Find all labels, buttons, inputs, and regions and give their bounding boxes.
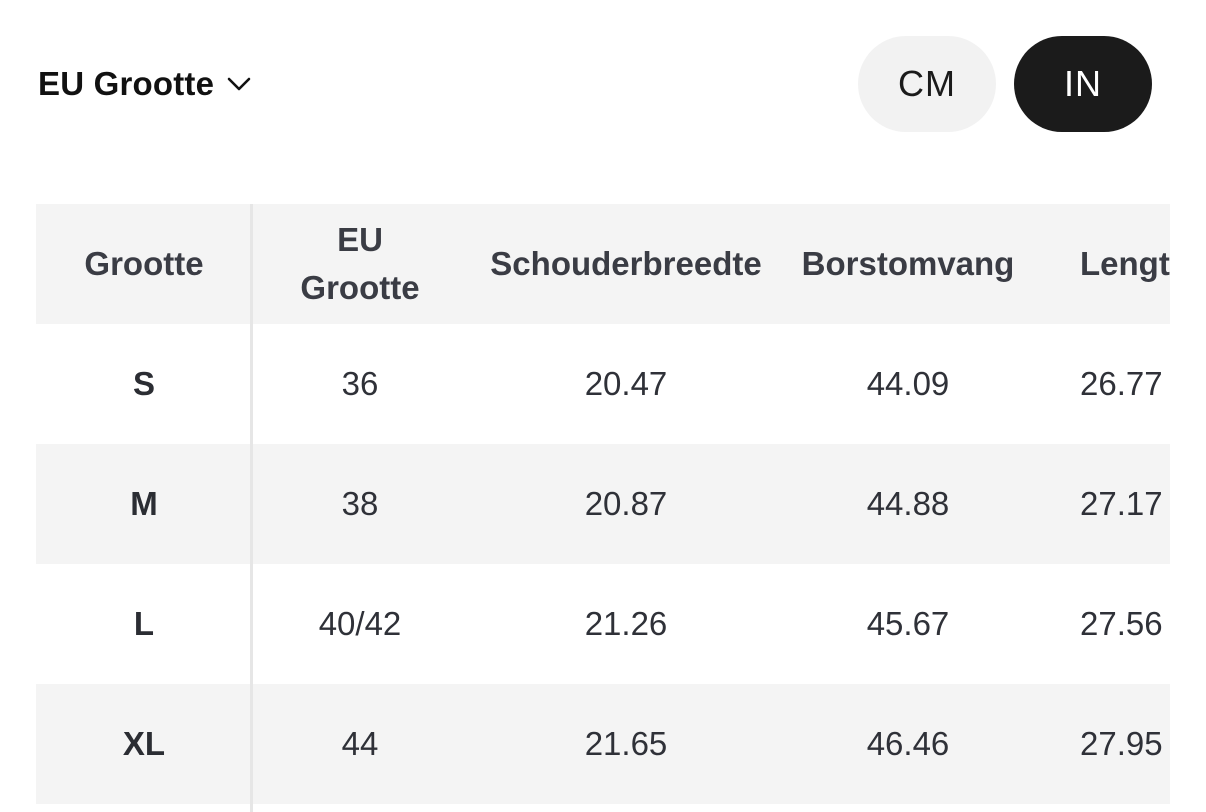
cell-shoulder-width: 20.87 [584,485,668,522]
header-chest: Borstomvang [801,245,1015,282]
cell-size: M [130,485,158,522]
cell-shoulder-width: 21.65 [584,725,668,762]
unit-in-button[interactable]: IN [1014,36,1152,132]
size-system-label: EU Grootte [38,65,215,102]
cell-length: 27.17 [1080,485,1163,522]
cell-shoulder-width: 20.47 [584,365,668,402]
cell-shoulder-width: 21.26 [584,605,668,642]
cell-chest: 45.67 [866,605,950,642]
cell-size: XL [122,725,166,762]
table-row-partial [36,804,1170,812]
cell-length: 27.95 [1080,725,1163,762]
cell-chest: 44.09 [866,365,950,402]
sticky-column-divider [250,204,253,812]
cell-length: 26.77 [1080,365,1163,402]
table-row: S 36 20.47 44.09 26.77 [36,324,1170,444]
size-table: Grootte EU Grootte Schouderbreedte Borst… [36,204,1170,812]
table-row: M 38 20.87 44.88 27.17 [36,444,1170,564]
cell-chest: 44.88 [866,485,950,522]
table-row: XL 44 21.65 46.46 27.95 [36,684,1170,804]
size-system-dropdown[interactable]: EU Grootte [38,62,252,106]
table-row: L 40/42 21.26 45.67 27.56 [36,564,1170,684]
chevron-down-icon [227,77,251,91]
cell-eu-size: 38 [341,485,379,522]
size-chart-toolbar: EU Grootte CM IN [0,0,1206,170]
cell-size: S [132,365,155,402]
header-length: Lengte [1080,245,1170,282]
table-header-row: Grootte EU Grootte Schouderbreedte Borst… [36,204,1170,324]
header-shoulder-width: Schouderbreedte [490,245,762,282]
unit-cm-button[interactable]: CM [858,36,996,132]
header-eu-size: EU Grootte [300,221,420,306]
cell-length: 27.56 [1080,605,1163,642]
cell-size: L [133,605,155,642]
cell-eu-size: 36 [341,365,379,402]
cell-eu-size: 40/42 [318,605,402,642]
cell-eu-size: 44 [341,725,379,762]
cell-chest: 46.46 [866,725,950,762]
header-size: Grootte [84,245,204,282]
